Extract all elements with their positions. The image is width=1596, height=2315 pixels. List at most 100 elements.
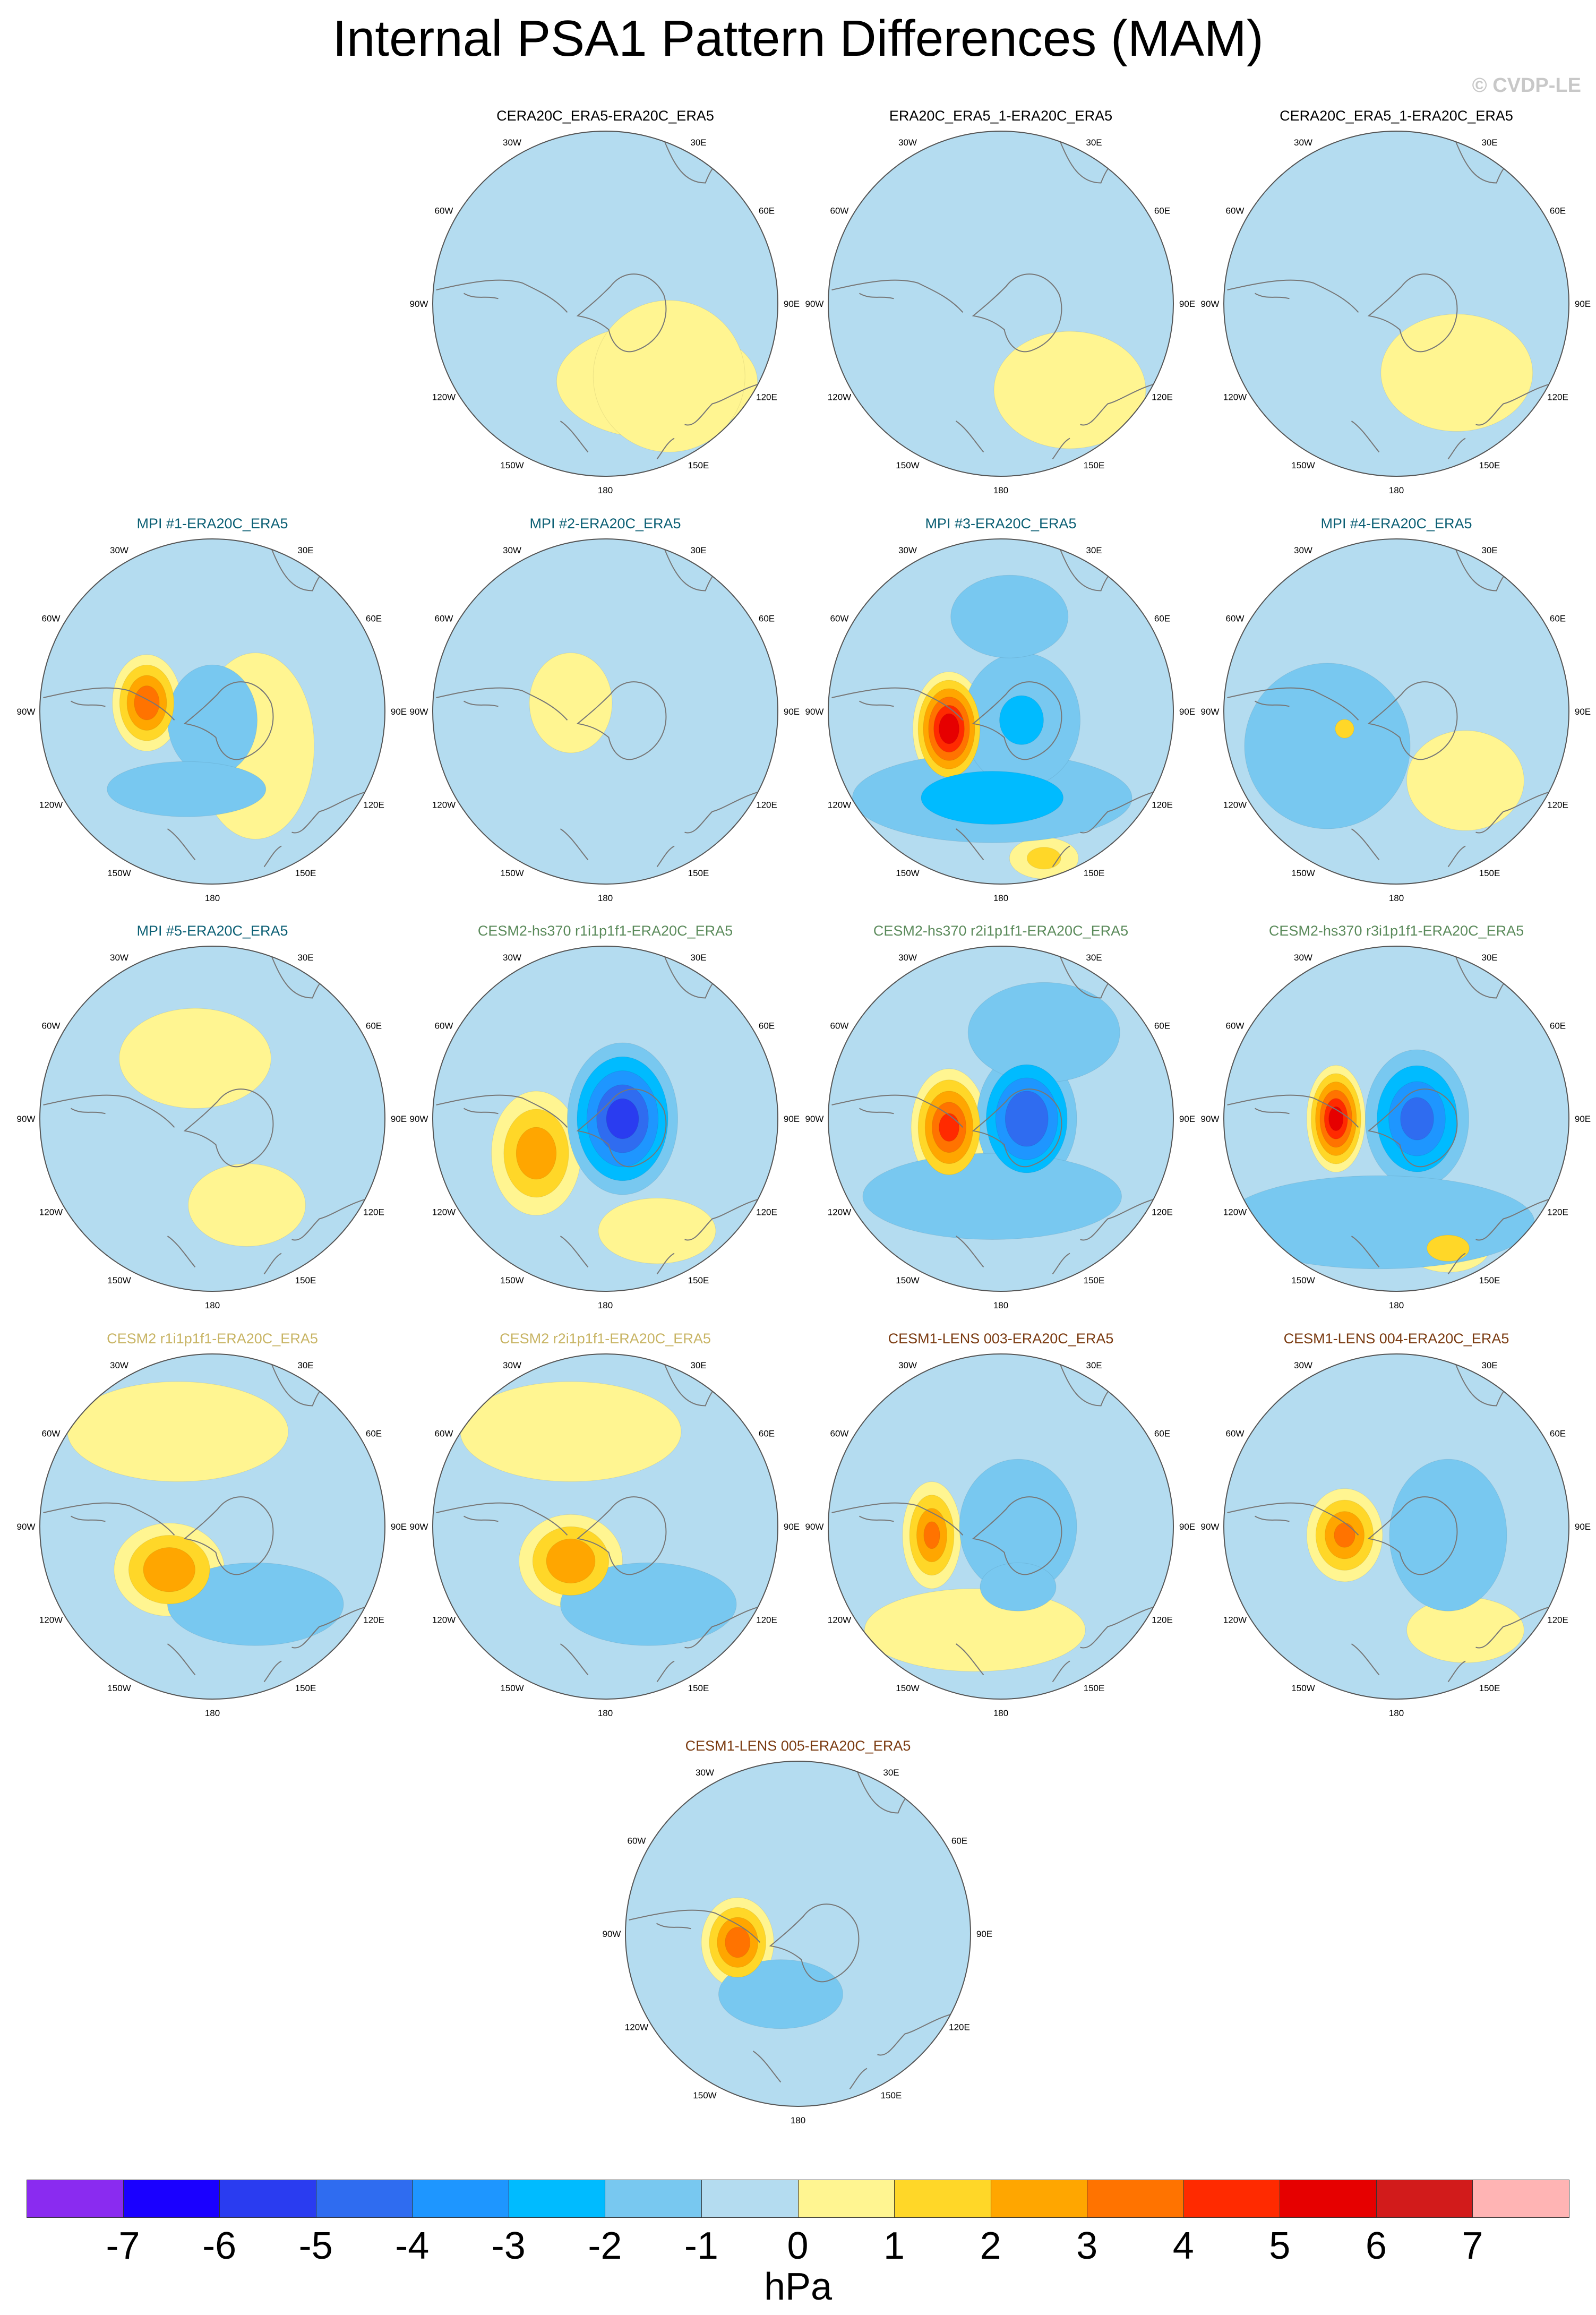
coastline [436, 687, 568, 721]
map-boundary [39, 538, 385, 885]
longitude-label: 30E [1481, 1360, 1497, 1370]
contour-region [134, 685, 160, 721]
longitude-label: 30W [898, 953, 917, 963]
longitude-label: 30W [898, 545, 917, 555]
longitude-label: 90W [603, 1929, 621, 1939]
coastline [1052, 381, 1165, 460]
contour-region [950, 575, 1069, 658]
longitude-label: 150E [881, 2090, 902, 2100]
coastline [1351, 828, 1380, 861]
contour-region [1389, 1459, 1507, 1611]
contour-region [999, 695, 1044, 745]
panel-title: MPI #2-ERA20C_ERA5 [529, 516, 681, 531]
longitude-label: 150E [1084, 868, 1105, 878]
panel-title: CERA20C_ERA5_1-ERA20C_ERA5 [1280, 108, 1513, 124]
longitude-label: 180 [993, 485, 1008, 495]
contour-region [598, 1198, 716, 1264]
longitude-label: 90E [391, 1114, 407, 1124]
longitude-label: 150E [1084, 1275, 1105, 1285]
longitude-label: 180 [1389, 485, 1404, 495]
coastline [436, 1094, 568, 1128]
longitude-label: 150W [500, 1275, 524, 1285]
contour-region [460, 1381, 682, 1482]
longitude-label: 30E [883, 1768, 899, 1778]
contour-region [167, 664, 258, 776]
longitude-label: 90W [410, 1522, 428, 1532]
colorbar-tick-label: -5 [298, 2225, 333, 2267]
figure-title: Internal PSA1 Pattern Differences (MAM) [332, 10, 1264, 67]
map-panel: MPI #4-ERA20C_ERA5 030E60E90E120E150E1801… [1200, 514, 1593, 903]
coastline [656, 1604, 769, 1683]
longitude-label: 150W [1291, 460, 1315, 470]
longitude-label: 60W [830, 614, 849, 624]
longitude-label: 90E [1575, 1114, 1591, 1124]
coastline [43, 687, 175, 721]
coastline [263, 788, 376, 868]
longitude-label: 90W [1201, 299, 1220, 309]
longitude-label: 60E [951, 1836, 967, 1846]
colorbar-tick-label: -6 [202, 2225, 237, 2267]
colorbar-tick-label: -3 [491, 2225, 526, 2267]
coastline [1351, 1236, 1380, 1268]
longitude-label: 60E [1154, 206, 1170, 216]
panel-title: MPI #4-ERA20C_ERA5 [1320, 516, 1472, 531]
map-panel: CESM2-hs370 r2i1p1f1-ERA20C_ERA5030E60E9… [804, 921, 1197, 1310]
longitude-label: 60E [759, 206, 775, 216]
longitude-label: 150W [896, 1683, 919, 1693]
longitude-label: 180 [1389, 1708, 1404, 1718]
longitude-label: 180 [205, 1300, 220, 1310]
map-boundary [39, 946, 385, 1292]
colorbar [27, 2180, 1569, 2218]
map-panel: ERA20C_ERA5_1-ERA20C_ERA5030E60E90E120E1… [804, 106, 1197, 495]
coastline [955, 1236, 984, 1268]
coastline [972, 1496, 1062, 1575]
polar-map: 030E60E90E120E150E180150W120W90W60W30W [17, 538, 407, 903]
coastline [831, 687, 964, 721]
longitude-label: 30E [690, 545, 706, 555]
contour-region [921, 771, 1064, 825]
contour-region [718, 1959, 843, 2029]
coastline [1447, 1604, 1560, 1683]
coastline [1227, 1094, 1359, 1128]
longitude-label: 150E [1479, 1275, 1500, 1285]
coastline [629, 1909, 761, 1943]
coastline [1367, 1496, 1458, 1575]
coastline [1351, 1643, 1380, 1676]
colorbar-tick-label: 0 [787, 2225, 809, 2267]
longitude-label: 120W [432, 392, 456, 402]
longitude-label: 150W [896, 868, 919, 878]
longitude-label: 150E [295, 1275, 316, 1285]
colorbar-tick-label: -7 [106, 2225, 140, 2267]
longitude-label: 30W [1294, 1360, 1312, 1370]
longitude-label: 60W [830, 1429, 849, 1439]
longitude-label: 180 [598, 1300, 613, 1310]
colorbar-tick-label: 2 [980, 2225, 1001, 2267]
polar-map: 030E60E90E120E150E180150W120W90W60W30W [1201, 538, 1591, 903]
longitude-label: 30W [110, 953, 128, 963]
longitude-label: 180 [791, 2115, 805, 2125]
longitude-label: 60E [366, 614, 382, 624]
colorbar-bin [701, 2180, 799, 2218]
colorbar-bin [508, 2180, 606, 2218]
contour-region [939, 713, 959, 744]
longitude-label: 30E [690, 953, 706, 963]
longitude-label: 150W [693, 2090, 716, 2100]
longitude-label: 60W [435, 206, 453, 216]
longitude-label: 30E [297, 1360, 313, 1370]
coastline [831, 1094, 964, 1128]
longitude-label: 120E [756, 392, 777, 402]
longitude-label: 60E [1550, 614, 1566, 624]
coastline [576, 1088, 667, 1168]
colorbar-bin [219, 2180, 316, 2218]
longitude-label: 90W [805, 1522, 824, 1532]
longitude-label: 90W [805, 707, 824, 717]
longitude-label: 90W [410, 1114, 428, 1124]
map-panel: MPI #3-ERA20C_ERA5030E60E90E120E150E1801… [804, 514, 1197, 903]
longitude-label: 120W [432, 1207, 456, 1217]
coastline [1227, 1502, 1359, 1536]
panel-title: CESM1-LENS 004-ERA20C_ERA5 [1283, 1331, 1509, 1347]
credit-label: © CVDP-LE [1472, 74, 1581, 97]
longitude-label: 30E [690, 138, 706, 148]
longitude-label: 90W [17, 707, 36, 717]
polar-map: 030E60E90E120E150E180150W120W90W60W30W [1201, 1353, 1591, 1718]
